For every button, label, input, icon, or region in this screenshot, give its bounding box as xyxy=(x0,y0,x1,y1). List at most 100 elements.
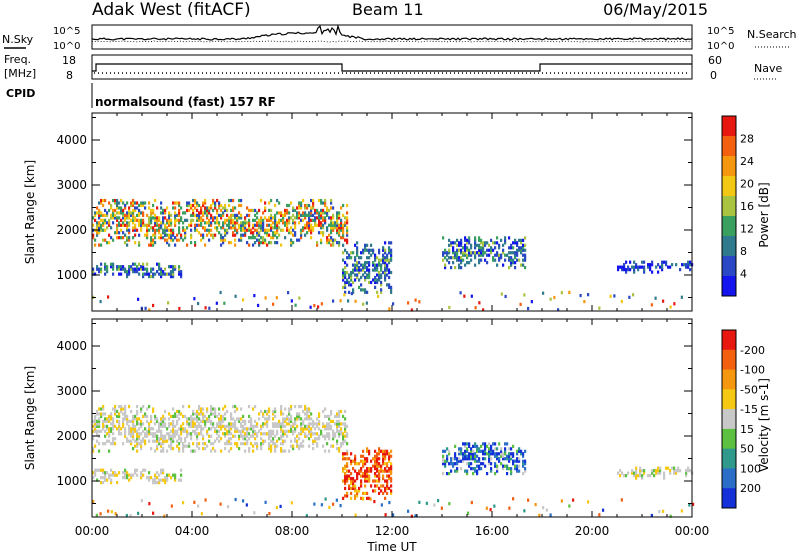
scatter-cell xyxy=(126,473,129,477)
scatter-cell xyxy=(374,449,377,453)
scatter-cell xyxy=(240,424,243,428)
scatter-cell xyxy=(514,459,517,463)
noise-panel: N.Sky 10^5 10^0 10^5 10^0 N.Search xyxy=(2,24,797,52)
scatter-cell xyxy=(476,243,479,247)
scatter-cell xyxy=(120,272,123,276)
scatter-cell xyxy=(94,417,97,421)
scatter-cell xyxy=(332,299,335,303)
scatter-cell xyxy=(194,201,197,205)
scatter-cell xyxy=(99,512,102,516)
scatter-cell xyxy=(190,228,193,232)
scatter-cell xyxy=(226,442,229,446)
scatter-cell xyxy=(160,434,163,438)
scatter-cell xyxy=(136,409,139,414)
scatter-cell xyxy=(478,301,481,305)
scatter-cell xyxy=(354,273,357,277)
scatter-cell xyxy=(637,474,640,478)
scatter-cell xyxy=(110,412,113,416)
scatter-cell xyxy=(310,422,313,426)
scatter-cell xyxy=(308,429,311,433)
scatter-cell xyxy=(160,442,163,446)
scatter-cell xyxy=(196,228,199,232)
scatter-cell xyxy=(222,432,225,436)
scatter-cell xyxy=(210,442,213,446)
scatter-cell xyxy=(182,429,185,433)
scatter-cell xyxy=(240,216,243,220)
scatter-cell xyxy=(462,251,465,255)
scatter-cell xyxy=(212,412,215,416)
scatter-cell xyxy=(318,216,321,220)
scatter-cell xyxy=(346,251,349,255)
scatter-cell xyxy=(312,198,315,203)
scatter-cell xyxy=(516,469,519,473)
scatter-cell xyxy=(92,223,95,227)
scatter-cell xyxy=(256,422,259,426)
scatter-cell xyxy=(126,419,129,423)
scatter-cell xyxy=(262,424,265,428)
scatter-cell xyxy=(274,231,277,235)
scatter-cell xyxy=(188,203,191,208)
scatter-cell xyxy=(166,241,169,245)
scatter-cell xyxy=(114,471,117,475)
scatter-cell xyxy=(150,419,153,423)
scatter-cell xyxy=(330,236,333,240)
scatter-cell xyxy=(246,442,249,446)
scatter-cell xyxy=(312,203,315,208)
scatter-cell xyxy=(288,231,291,235)
scatter-cell xyxy=(248,218,251,222)
scatter-cell xyxy=(253,511,256,515)
scatter-cell xyxy=(266,417,269,421)
scatter-cell xyxy=(514,256,517,260)
scatter-cell xyxy=(448,256,451,260)
scatter-cell xyxy=(230,422,233,426)
scatter-cell xyxy=(488,248,491,252)
scatter-cell xyxy=(350,459,353,463)
scatter-cell xyxy=(114,216,117,220)
scatter-cell xyxy=(324,434,327,438)
scatter-cell xyxy=(184,437,187,441)
scatter-cell xyxy=(244,221,247,225)
scatter-cell xyxy=(202,412,205,416)
scatter-cell xyxy=(292,233,295,237)
scatter-cell xyxy=(142,404,145,409)
scatter-cell xyxy=(190,213,193,217)
scatter-cell xyxy=(332,238,335,242)
scatter-cell xyxy=(142,211,145,215)
scatter-cell xyxy=(478,459,481,463)
scatter-cell xyxy=(378,273,381,277)
scatter-cell xyxy=(154,478,157,482)
scatter-cell xyxy=(236,417,239,421)
scatter-cell xyxy=(407,509,410,513)
scatter-cell xyxy=(470,452,473,456)
scatter-cell xyxy=(138,203,141,208)
scatter-cell xyxy=(651,270,654,274)
scatter-cell xyxy=(228,218,231,222)
scatter-cell xyxy=(252,424,255,428)
scatter-cell xyxy=(276,432,279,436)
scatter-cell xyxy=(272,233,275,237)
scatter-cell xyxy=(98,468,101,472)
scatter-cell xyxy=(310,412,313,416)
scatter-cell xyxy=(280,422,283,426)
scatter-cell xyxy=(198,417,201,421)
scatter-cell xyxy=(234,238,237,242)
scatter-cell xyxy=(510,263,513,267)
scatter-cell xyxy=(168,233,171,237)
scatter-cell xyxy=(222,223,225,227)
scatter-cell xyxy=(252,407,255,411)
colorbar-tick-label: 50 xyxy=(740,443,754,456)
scatter-cell xyxy=(274,213,277,217)
scatter-cell xyxy=(344,464,347,468)
scatter-cell xyxy=(240,198,243,203)
scatter-cell xyxy=(140,422,143,426)
scatter-cell xyxy=(298,221,301,225)
scatter-cell xyxy=(224,412,227,416)
colorbar-swatch xyxy=(722,176,736,197)
scatter-cell xyxy=(388,467,391,471)
scatter-cell xyxy=(338,429,341,433)
scatter-cell xyxy=(484,447,487,451)
scatter-cell xyxy=(360,481,363,486)
scatter-cell xyxy=(104,238,107,242)
scatter-cell xyxy=(478,251,481,255)
scatter-cell xyxy=(330,226,333,230)
